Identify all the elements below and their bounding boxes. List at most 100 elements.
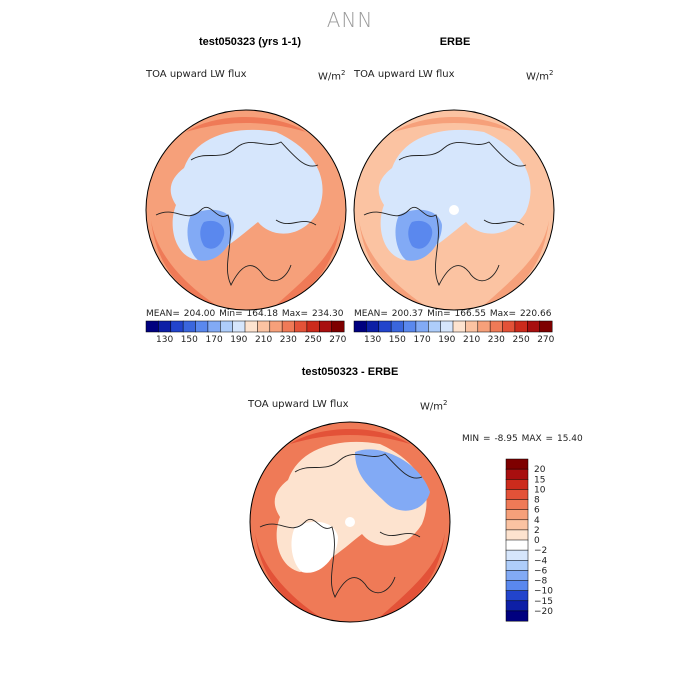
colorbar-tick-label: 170 — [414, 335, 431, 345]
colorbar-swatch — [281, 320, 295, 333]
coastline — [155, 141, 319, 287]
colorbar-swatch — [378, 320, 392, 333]
colorbar-swatch — [269, 320, 283, 333]
colorbar-swatch — [257, 320, 271, 333]
colorbar-tick-label: −6 — [534, 566, 548, 576]
colorbar-tick-label: −20 — [534, 607, 553, 617]
map-panel-1: 130 150 170 190 210 230 250 270 — [145, 109, 347, 345]
map-border — [249, 421, 451, 623]
colorbar-tick-label: 190 — [230, 335, 247, 345]
map-fill-group — [146, 110, 346, 310]
colorbar-swatch — [477, 320, 491, 333]
colorbar-swatch — [505, 600, 529, 612]
colorbar-swatch — [505, 529, 529, 541]
colorbar-tick-label: 10 — [534, 485, 546, 495]
colorbar-tick-label: 150 — [181, 335, 198, 345]
colorbar-tick-label: −15 — [534, 597, 553, 607]
panel2-min: 166.55 — [454, 309, 487, 319]
colorbar-tick-label: 230 — [488, 335, 505, 345]
colorbar-swatch — [390, 320, 404, 333]
panel1-min-label: Min= — [219, 309, 243, 319]
panel3-max: 15.40 — [556, 434, 583, 444]
colorbar-swatch — [505, 499, 529, 511]
siberia-negative-region — [355, 449, 430, 511]
colorbar-swatch — [294, 320, 308, 333]
panel1-title: test050323 (yrs 1-1) — [198, 36, 302, 48]
map-border — [145, 109, 347, 311]
panel1-field-label: TOA upward LW flux — [146, 69, 247, 80]
colorbar-tick-label: 230 — [280, 335, 297, 345]
panel3-units-base: W/m — [420, 401, 443, 413]
colorbar-tick-label: 210 — [463, 335, 480, 345]
colorbar-swatch — [158, 320, 172, 333]
colorbar-tick-label: 270 — [329, 335, 346, 345]
colorbar-swatch — [244, 320, 258, 333]
colorbar-swatch — [514, 320, 528, 333]
colorbar-swatch — [319, 320, 333, 333]
colorbar-swatch — [505, 468, 529, 480]
panel1-units: W/m2 — [318, 69, 345, 82]
pole-missing-data — [449, 205, 459, 215]
pole-missing-data — [345, 517, 355, 527]
colorbar-tick-label: −8 — [534, 577, 548, 587]
colorbar-swatch — [232, 320, 246, 333]
colorbar-swatch — [353, 320, 367, 333]
colorbar-swatch — [489, 320, 503, 333]
colorbar-tick-label: 15 — [534, 475, 545, 485]
panel3-title: test050323 - ERBE — [301, 366, 399, 378]
colorbar-tick-label: 210 — [255, 335, 272, 345]
colorbar-swatch — [415, 320, 429, 333]
colorbar-swatch — [505, 519, 529, 531]
panel2-max: 220.66 — [519, 309, 552, 319]
panel3-min-label: MIN = — [462, 434, 491, 444]
panel3-max-label: MAX = — [521, 434, 554, 444]
colorbar-swatch — [505, 549, 529, 561]
colorbar-swatch — [428, 320, 442, 333]
panel3-units-exp: 2 — [443, 399, 448, 407]
colorbar-tick-label: 6 — [534, 506, 540, 516]
colorbar-swatch — [465, 320, 479, 333]
panel2-min-label: Min= — [427, 309, 451, 319]
colorbar-swatch — [539, 320, 553, 333]
colorbar-swatch — [207, 320, 221, 333]
colorbar-tick-label: −4 — [534, 556, 548, 566]
map-fill-group — [354, 110, 554, 310]
panel1-max: 234.30 — [311, 309, 344, 319]
colorbar-swatch — [505, 610, 529, 622]
colorbar-swatch — [505, 479, 529, 490]
map-fill-group — [250, 422, 450, 622]
colorbar-tick-label: 8 — [534, 496, 540, 506]
greenland-core-region — [200, 220, 225, 249]
colorbar-swatch — [440, 320, 454, 333]
colorbar-swatch — [366, 320, 380, 333]
colorbar-tick-label: −10 — [534, 587, 553, 597]
greenland-core-region — [408, 220, 433, 249]
colorbar-swatch — [145, 320, 159, 333]
colorbar-swatch — [527, 320, 541, 333]
colorbar-swatch — [505, 509, 529, 521]
panel1-units-base: W/m — [318, 71, 341, 83]
panel1-max-label: Max= — [281, 309, 309, 319]
colorbar-swatch — [505, 489, 529, 500]
panel3-units: W/m2 — [420, 399, 447, 412]
panel3-min: -8.95 — [494, 434, 518, 444]
panel2-stats: MEAN= 200.37 Min= 166.55 Max= 220.66 — [354, 309, 551, 319]
colorbar-tick-label: 250 — [305, 335, 322, 345]
panel1-mean-label: MEAN= — [146, 309, 180, 319]
panel2-mean-label: MEAN= — [354, 309, 388, 319]
map-border — [353, 109, 555, 311]
panel2-units-base: W/m — [526, 71, 549, 83]
colorbar-tick-label: 170 — [206, 335, 223, 345]
colorbar-tick-label: 0 — [534, 536, 540, 546]
panel2-title: ERBE — [439, 36, 471, 48]
panel2-max-label: Max= — [489, 309, 517, 319]
colorbar-tick-label: 250 — [513, 335, 530, 345]
page-title: ANN — [326, 8, 374, 32]
colorbar-tick-label: 190 — [438, 335, 455, 345]
panel2-units-exp: 2 — [549, 69, 554, 77]
coastline — [259, 453, 423, 599]
colorbar-swatch — [331, 320, 345, 333]
greenland-region — [291, 521, 338, 573]
